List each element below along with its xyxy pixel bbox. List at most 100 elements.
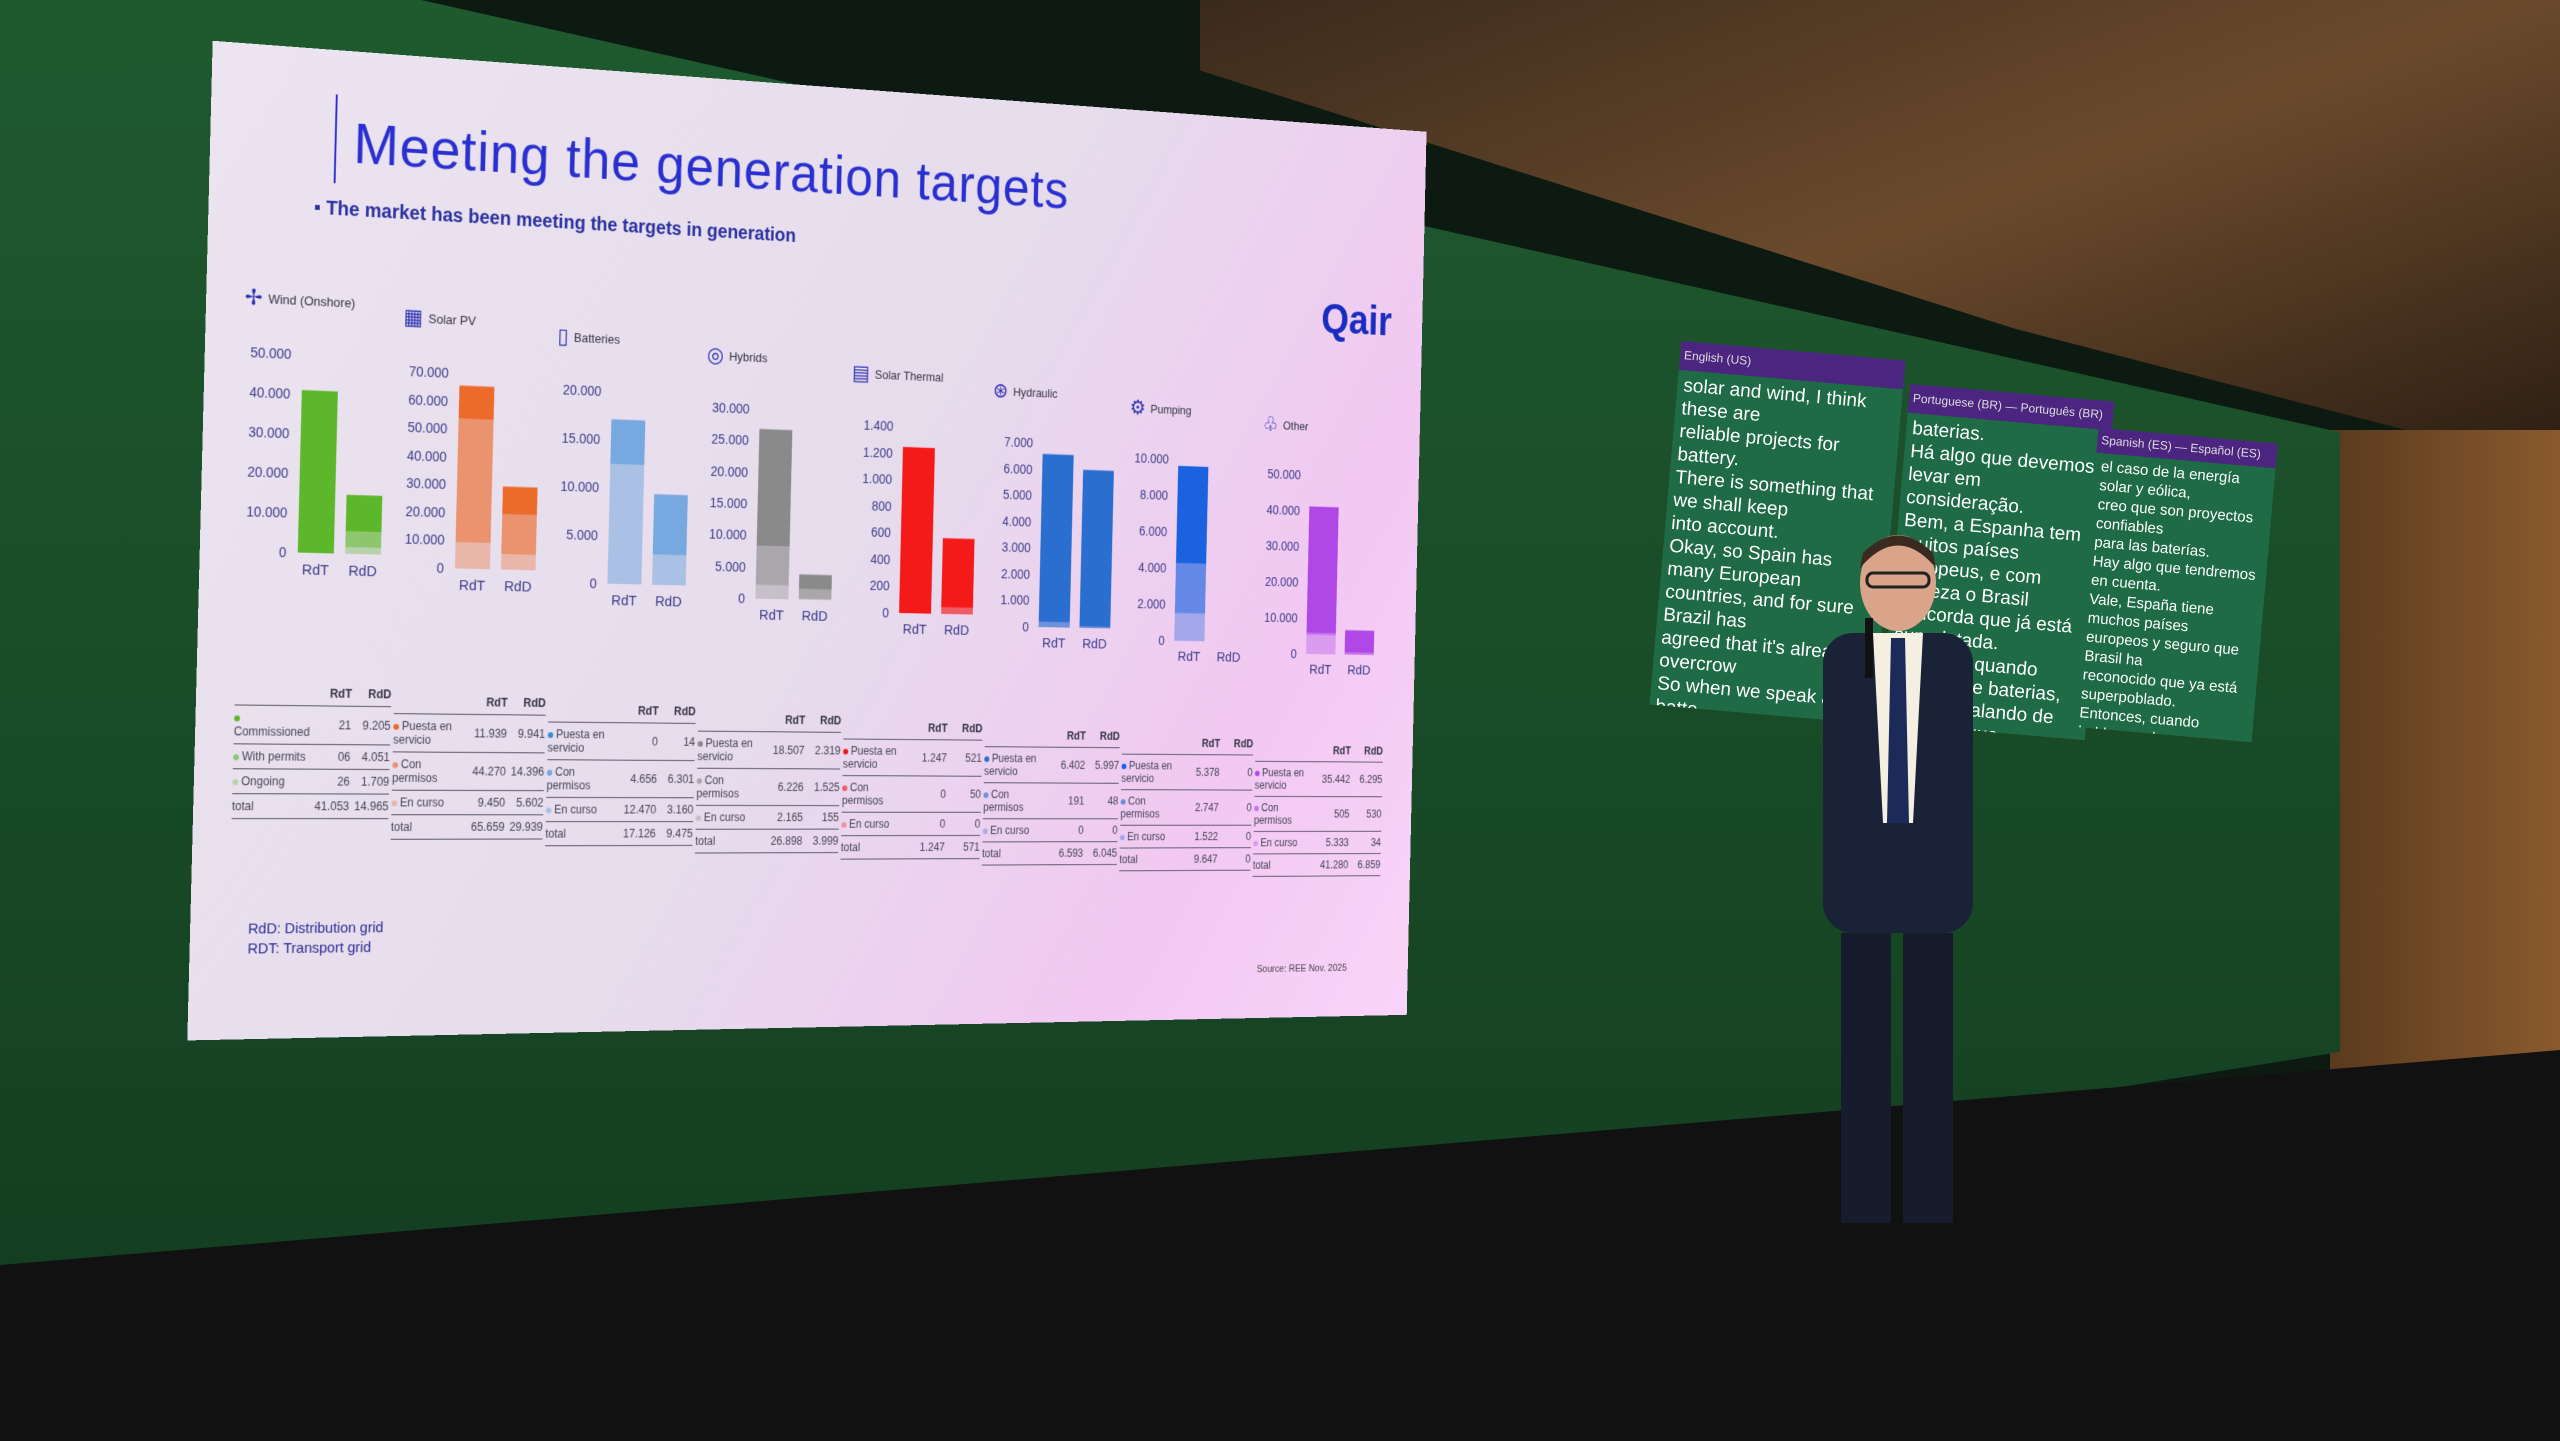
cell-rdt: 5.378 — [1195, 766, 1220, 779]
y-tick-label: 0 — [1022, 620, 1029, 634]
chart-0: ✢ Wind (Onshore) 0 10.000 20.000 30.000 40.000… — [238, 282, 402, 584]
y-tick-label: 0 — [436, 561, 444, 576]
bar-rdd — [1213, 641, 1244, 642]
data-table-3: RdT RdD Puesta en servicio 18.507 2.319 Con p… — [695, 707, 842, 854]
bar-segment-rdt — [455, 418, 494, 543]
y-tick-label: 1.000 — [862, 472, 892, 487]
col-rdd: RdD — [961, 721, 983, 735]
legend-dot — [547, 732, 554, 739]
bar-segment-rdt — [1174, 563, 1207, 614]
chart-title: Solar PV — [428, 310, 477, 328]
legend-dot — [393, 724, 400, 731]
cell-rdt: 18.507 — [772, 743, 805, 757]
y-tick-label: 50.000 — [1267, 467, 1301, 482]
y-tick-label: 0 — [738, 591, 745, 606]
bar-segment-rdt — [755, 584, 789, 600]
bar-segment-rdt — [1038, 453, 1074, 623]
cell-rdd: 14.396 — [510, 764, 545, 779]
total-label: total — [840, 840, 861, 854]
cell-rdt: 9.450 — [477, 795, 506, 810]
row-label: Puesta en servicio — [697, 736, 753, 763]
total-rdd: 3.999 — [812, 833, 839, 848]
bar-segment-rdt — [1174, 613, 1206, 642]
bar-segment-rdt — [1306, 634, 1336, 655]
cell-rdd: 3.160 — [666, 803, 694, 817]
row-label: En curso — [703, 810, 746, 824]
table-row: Con permisos 0 50 — [841, 775, 982, 813]
col-rdd: RdD — [1364, 745, 1384, 758]
legend-dot — [1121, 763, 1127, 770]
y-tick-label: 2.000 — [1001, 567, 1030, 582]
row-label: With permits — [241, 749, 306, 764]
table-row: En curso 1.522 0 — [1119, 825, 1252, 849]
bar-segment-rdd — [941, 538, 975, 608]
chart-title: Hybrids — [728, 348, 768, 365]
chart-header: ▦ Solar PV — [403, 302, 555, 339]
table-header: RdT RdD — [548, 698, 697, 725]
legend-dot — [1254, 806, 1259, 812]
table-row: Con permisos 4.656 6.301 — [546, 760, 695, 799]
data-table-4: RdT RdD Puesta en servicio 1.247 521 Con perm… — [840, 715, 983, 860]
table-header: RdT RdD — [1255, 739, 1384, 763]
y-tick-label: 4.000 — [1138, 561, 1167, 576]
chart-3: ◎ Hybrids 0 5.000 10.000 15.000 20.000 25.000 30… — [700, 341, 850, 629]
table-row: Puesta en servicio 35.442 6.295 — [1254, 762, 1383, 798]
total-label: total — [1119, 853, 1138, 866]
cell-rdt: 0 — [939, 817, 946, 831]
total-label: total — [545, 827, 567, 841]
legend-dot — [234, 715, 241, 722]
row-label: Commissioned — [233, 724, 310, 739]
cell-rdt: 21 — [338, 718, 352, 733]
bullet-text: The market has been meeting the targets … — [325, 197, 797, 247]
cell-rdt: 11.939 — [473, 726, 508, 741]
table-row: Puesta en servicio 5.378 0 — [1121, 754, 1254, 791]
table-row: Puesta en servicio 1.247 521 — [842, 739, 983, 777]
cell-rdd: 14 — [683, 735, 696, 750]
row-label: Con permisos — [1253, 801, 1293, 827]
y-tick-label: 400 — [870, 552, 890, 567]
col-rdt: RdT — [1066, 729, 1087, 743]
wind-turbine-icon: ✢ — [244, 284, 263, 310]
bar-chart: 0 5.000 10.000 15.000 20.000 RdT RdD — [560, 383, 688, 610]
x-tick-label: RdT — [459, 578, 485, 594]
y-tick-label: 10.000 — [1264, 611, 1298, 625]
bar-chart: 0 1.000 2.000 3.000 4.000 5.000 6.000 7.000 RdT R… — [1000, 435, 1114, 652]
table-row: Con permisos 6.226 1.525 — [696, 768, 841, 806]
y-tick-label: 0 — [1290, 647, 1297, 661]
cell-rdt: 5.333 — [1325, 836, 1349, 850]
legend-dot — [984, 756, 990, 762]
legend-dot — [232, 779, 239, 786]
legend-dot — [841, 821, 847, 828]
col-rdt: RdT — [927, 721, 948, 735]
bar-segment-rdd — [502, 486, 538, 516]
hydraulic-icon: ⊛ — [992, 378, 1009, 403]
col-rdt: RdT — [486, 695, 508, 710]
legend-dot — [843, 748, 849, 755]
cell-rdd: 0 — [1245, 830, 1252, 843]
table-row: Commissioned 21 9.205 — [233, 705, 392, 746]
chart-header: ▯ Batteries — [557, 322, 705, 358]
legend-dot — [842, 785, 848, 791]
row-label: En curso — [848, 817, 890, 831]
speaker-tie — [1887, 638, 1909, 823]
row-label: Puesta en servicio — [1121, 759, 1173, 785]
y-tick-label: 20.000 — [247, 464, 289, 480]
total-rdt: 9.647 — [1193, 852, 1218, 866]
bar-chart: 0 10.000 20.000 30.000 40.000 50.000 RdT RdD — [1264, 467, 1375, 678]
cell-rdt: 44.270 — [472, 764, 507, 779]
legend-dot — [695, 815, 702, 821]
legend-dot — [1254, 771, 1260, 777]
bar-chart: 0 2.000 4.000 6.000 8.000 10.000 RdT RdD — [1134, 451, 1244, 665]
col-rdt: RdT — [329, 686, 353, 701]
table-row: With permits 06 4.051 — [232, 744, 391, 771]
data-table-6: RdT RdD Puesta en servicio 5.378 0 Con permis… — [1119, 731, 1254, 872]
y-tick-label: 30.000 — [406, 476, 446, 492]
row-label: En curso — [1127, 830, 1166, 844]
row-label: En curso — [1260, 836, 1298, 850]
total-rdt: 26.898 — [770, 833, 803, 848]
total-rdt: 65.659 — [470, 820, 505, 834]
row-label: Con permisos — [1120, 794, 1160, 821]
table-total-row: total 41.053 14.965 — [231, 794, 389, 820]
slide-notes: RdD: Distribution grid RDT: Transport gr… — [247, 918, 383, 959]
cell-rdd: 1.709 — [360, 774, 390, 789]
